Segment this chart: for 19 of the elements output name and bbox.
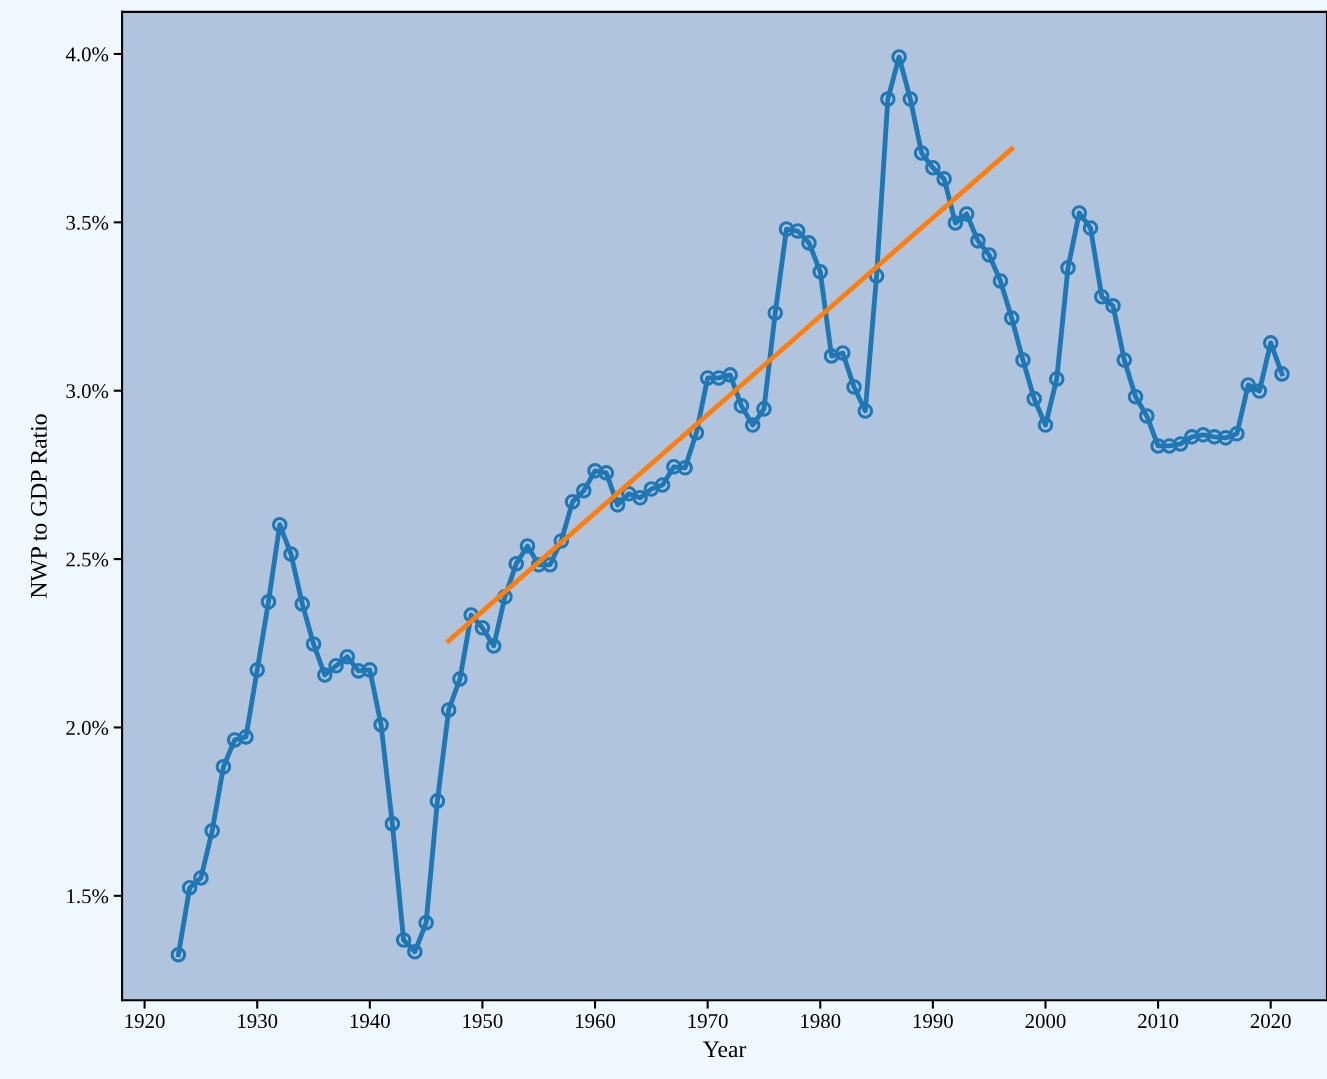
x-tick-label: 1950 — [463, 1014, 503, 1029]
y-tick-label: 3.5% — [66, 215, 109, 230]
x-tick-label: 1940 — [350, 1014, 390, 1029]
x-tick-label: 1960 — [576, 1014, 616, 1029]
y-tick-label: 2.5% — [66, 552, 109, 567]
x-tick-label: 1980 — [801, 1014, 841, 1029]
y-tick-label: 3.0% — [66, 384, 109, 399]
x-tick-label: 2000 — [1025, 1014, 1066, 1029]
x-tick-label: 2020 — [1250, 1014, 1291, 1029]
y-tick-label: 1.5% — [67, 889, 109, 904]
y-tick-label: 2.0% — [66, 720, 109, 735]
x-tick-label: 1930 — [238, 1014, 278, 1029]
y-axis-title: NWP to GDP Ratio — [30, 414, 47, 598]
x-tick-label: 1990 — [913, 1014, 953, 1029]
x-tick-label: 2010 — [1138, 1014, 1179, 1029]
x-tick-label: 1920 — [125, 1014, 165, 1029]
y-tick-label: 4.0% — [65, 47, 109, 62]
x-tick-label: 1970 — [688, 1014, 728, 1029]
x-axis-title: Year — [703, 1041, 747, 1058]
